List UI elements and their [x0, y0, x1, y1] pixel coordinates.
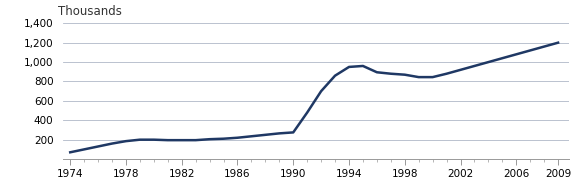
Text: Thousands: Thousands [58, 5, 122, 18]
